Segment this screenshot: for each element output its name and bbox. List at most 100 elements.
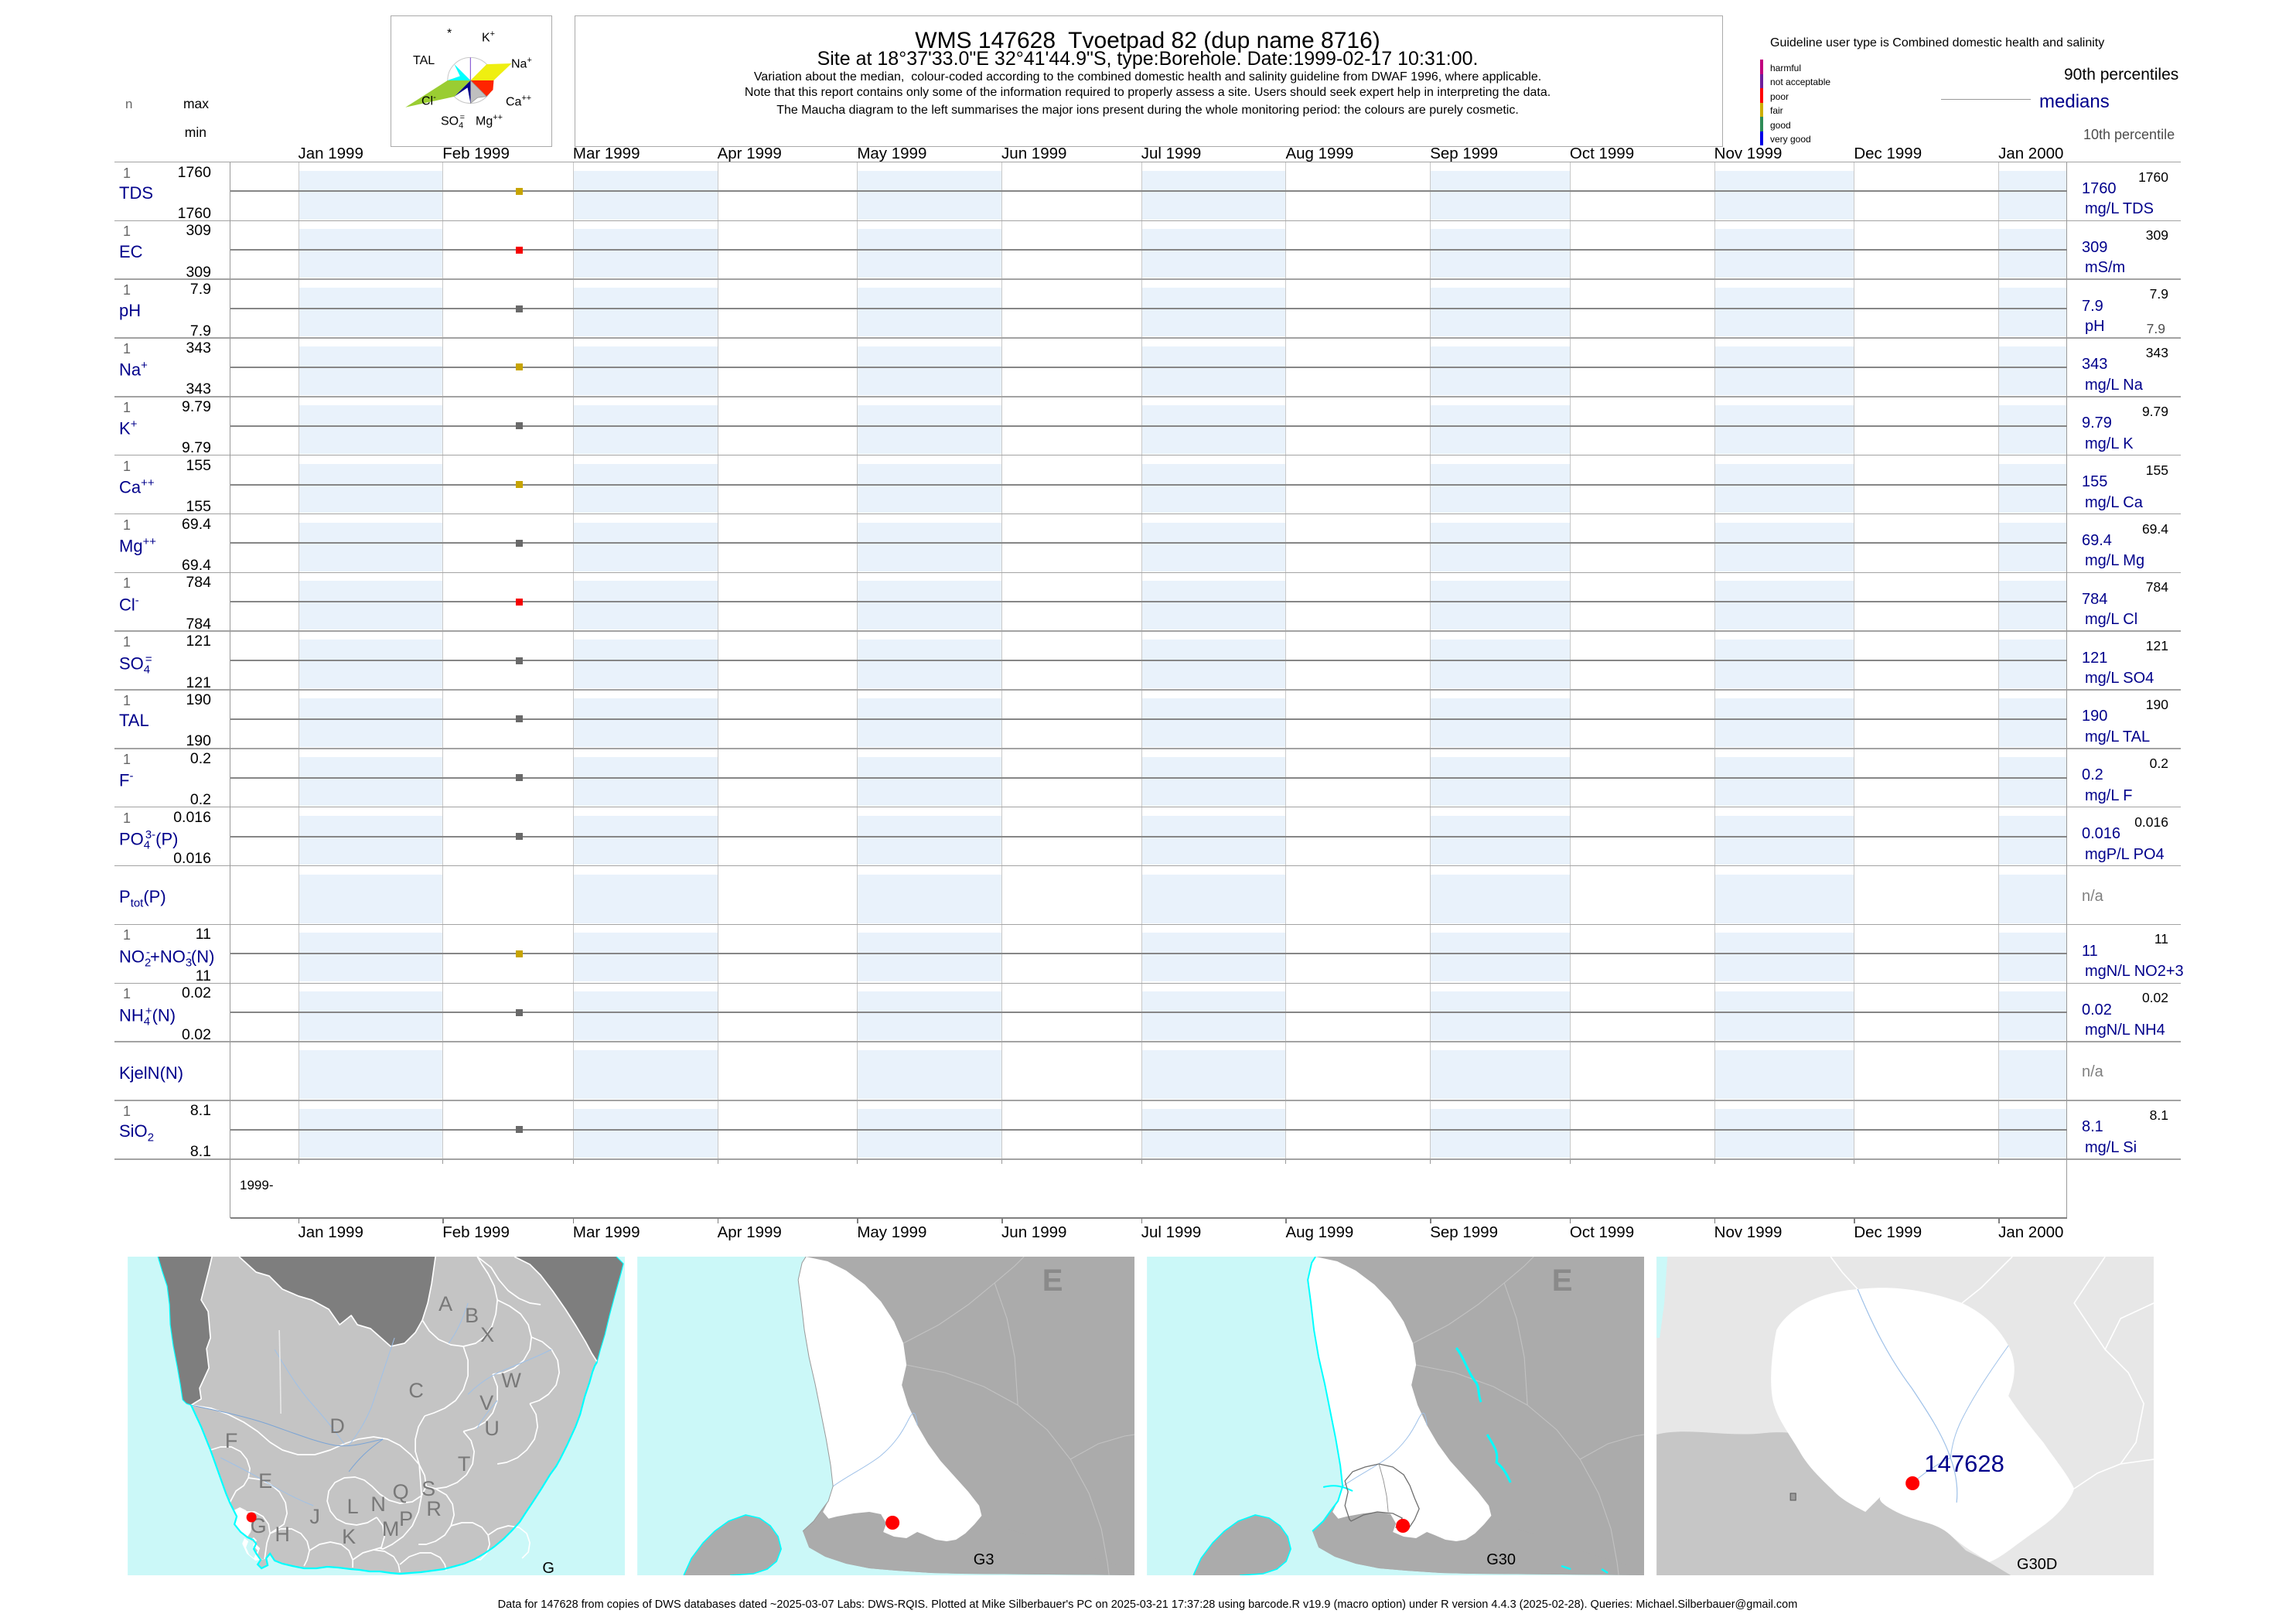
guideline-color-3 bbox=[1760, 102, 1763, 117]
median-line bbox=[230, 660, 2067, 662]
coastline-west bbox=[157, 1256, 192, 1406]
sample-count: 1 bbox=[123, 927, 131, 943]
region-border bbox=[435, 1430, 476, 1489]
peninsula-coast bbox=[683, 1513, 783, 1575]
month-stripe bbox=[1998, 991, 2067, 1041]
month-stripe bbox=[572, 640, 718, 689]
guideline-color-5 bbox=[1760, 131, 1763, 145]
river bbox=[348, 1337, 395, 1445]
sample-point bbox=[516, 598, 524, 606]
month-label-top: Jan 1999 bbox=[298, 145, 363, 162]
month-stripe bbox=[572, 581, 718, 630]
month-stripe bbox=[1430, 1050, 1570, 1100]
median-unit: mg/L Mg bbox=[2085, 552, 2145, 570]
map-panel-2: E G30 bbox=[1147, 1256, 1645, 1575]
g-region-inner bbox=[247, 1521, 265, 1544]
axis-month-tick bbox=[1001, 1218, 1003, 1223]
month-stripe bbox=[1714, 346, 1854, 396]
region-border bbox=[380, 1464, 423, 1550]
p90-value: 11 bbox=[2154, 931, 2168, 947]
median-line bbox=[230, 718, 2067, 720]
month-stripe bbox=[857, 1108, 1002, 1158]
axis-month-tick bbox=[1854, 1218, 1855, 1223]
min-value: 0.016 bbox=[173, 850, 211, 868]
median-unit: pH bbox=[2085, 318, 2105, 336]
p90-value: 0.016 bbox=[2134, 814, 2168, 830]
median-unit: mgN/L NH4 bbox=[2085, 1022, 2165, 1039]
region-border bbox=[424, 1346, 469, 1417]
median-unit: mg/L TDS bbox=[2085, 200, 2154, 218]
maucha-label-tal: TAL bbox=[413, 54, 435, 67]
maucha-label-k: K+ bbox=[482, 29, 496, 45]
month-stripe bbox=[1998, 229, 2067, 278]
parameter-label: TAL bbox=[119, 711, 149, 731]
region-letter: L bbox=[347, 1495, 359, 1518]
max-value: 69.4 bbox=[182, 515, 211, 533]
report-note-2: Note that this report contains only some… bbox=[744, 86, 1551, 99]
row-border-line bbox=[114, 571, 2181, 574]
region-letter: F bbox=[225, 1429, 238, 1452]
month-label-bottom: Dec 1999 bbox=[1854, 1223, 1922, 1241]
max-value: 7.9 bbox=[189, 281, 211, 299]
guideline-class-label: good bbox=[1770, 119, 1791, 131]
axis-month-tick bbox=[572, 1218, 575, 1223]
min-value: 8.1 bbox=[189, 1143, 211, 1161]
border bbox=[2073, 1458, 2154, 1489]
plot-edge-line bbox=[2066, 162, 2068, 1218]
month-stripe bbox=[1430, 1108, 1570, 1158]
median-unit: mg/L F bbox=[2085, 786, 2133, 804]
sample-point bbox=[516, 1126, 524, 1134]
min-value: 784 bbox=[186, 615, 211, 633]
max-value: 343 bbox=[186, 339, 211, 357]
region-border bbox=[399, 1551, 448, 1571]
max-value: 9.79 bbox=[182, 397, 211, 415]
month-stripe bbox=[1714, 933, 1854, 982]
month-label-top: Oct 1999 bbox=[1569, 145, 1635, 162]
region-letter: B bbox=[465, 1304, 479, 1327]
month-stripe bbox=[1141, 1050, 1286, 1100]
region-letter: S bbox=[421, 1477, 435, 1500]
month-stripe bbox=[298, 404, 443, 454]
month-tick bbox=[572, 1158, 574, 1164]
month-stripe bbox=[1141, 404, 1286, 454]
parameter-label: Ptot(P) bbox=[119, 887, 166, 910]
month-stripe bbox=[1714, 581, 1854, 630]
panel-label: G3 bbox=[974, 1551, 994, 1568]
guideline-color-bar bbox=[1760, 60, 1763, 145]
month-label-bottom: Oct 1999 bbox=[1569, 1223, 1635, 1241]
month-tick bbox=[1569, 1158, 1571, 1164]
river bbox=[1857, 1288, 1958, 1503]
row-border-line bbox=[114, 1041, 2181, 1042]
parameter-label: EC bbox=[119, 241, 143, 261]
month-label-bottom: Aug 1999 bbox=[1285, 1223, 1354, 1241]
catchment bbox=[1771, 1287, 2075, 1562]
sample-point bbox=[516, 833, 524, 841]
river bbox=[1950, 1345, 2009, 1458]
min-value: 0.2 bbox=[189, 791, 211, 809]
region-letter: E bbox=[258, 1469, 272, 1493]
town-marker bbox=[1789, 1493, 1796, 1500]
river bbox=[348, 1438, 384, 1472]
median-line bbox=[230, 601, 2067, 603]
row-border-line bbox=[114, 923, 2181, 926]
median-line bbox=[230, 190, 2067, 193]
peninsula-coast bbox=[1192, 1513, 1292, 1575]
inner-border bbox=[1579, 1433, 1645, 1459]
month-stripe bbox=[857, 522, 1002, 571]
region-letter: M bbox=[382, 1517, 400, 1540]
max-value: 11 bbox=[195, 926, 211, 943]
region-border bbox=[513, 1256, 598, 1362]
median-unit: mg/L Cl bbox=[2085, 611, 2138, 629]
parameter-label: K+ bbox=[119, 418, 138, 438]
water-feature bbox=[1601, 1568, 1609, 1574]
month-label-top: Jun 1999 bbox=[1001, 145, 1067, 162]
axis-month-tick bbox=[857, 1218, 858, 1223]
region-letter: D bbox=[329, 1414, 345, 1438]
month-label-top: Jan 2000 bbox=[1998, 145, 2064, 162]
min-value: 0.02 bbox=[182, 1025, 211, 1043]
p90-legend-label: 90th percentiles bbox=[2064, 66, 2179, 84]
report-title: WMS 147628 Tvoetpad 82 (dup name 8716) bbox=[915, 28, 1380, 53]
month-stripe bbox=[298, 346, 443, 396]
column-header-n: n bbox=[125, 97, 133, 111]
region-border bbox=[487, 1524, 531, 1559]
